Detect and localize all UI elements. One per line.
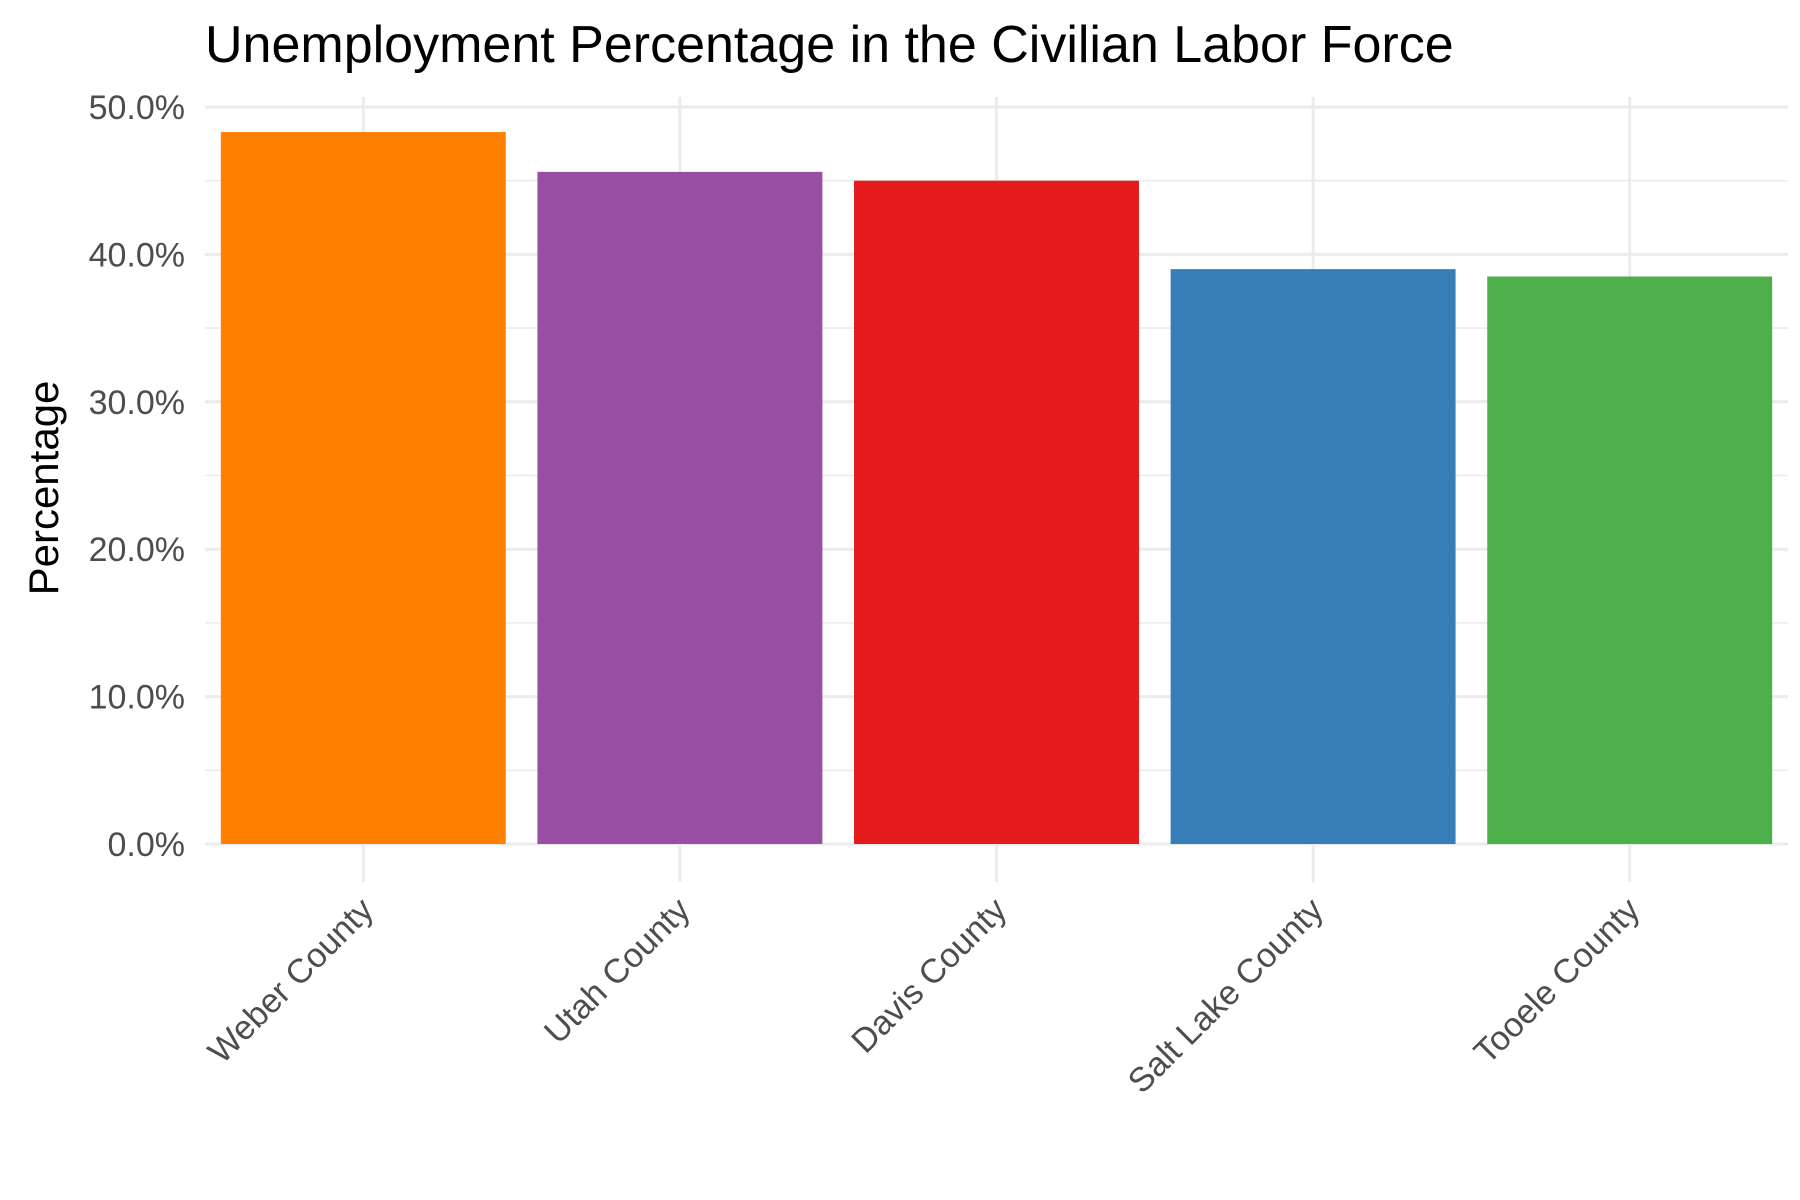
x-tick-label: Utah County bbox=[537, 891, 698, 1052]
bar-tooele-county bbox=[1487, 276, 1773, 844]
y-tick-label: 40.0% bbox=[89, 236, 185, 274]
x-tick-label: Tooele County bbox=[1467, 891, 1648, 1072]
x-tick-label: Davis County bbox=[844, 891, 1014, 1061]
y-tick-label: 10.0% bbox=[89, 679, 185, 717]
y-axis-ticks: 0.0% 10.0% 20.0% 30.0% 40.0% 50.0% bbox=[89, 89, 185, 864]
x-axis-ticks: Weber County Utah County Davis County Salt … bbox=[201, 891, 1648, 1101]
bar-weber-county bbox=[220, 132, 506, 845]
x-tick-label: Weber County bbox=[201, 891, 381, 1071]
y-axis-label: Percentage bbox=[20, 381, 67, 596]
y-tick-label: 50.0% bbox=[89, 89, 185, 127]
bar-salt-lake-county bbox=[1170, 269, 1456, 844]
bar-utah-county bbox=[537, 171, 823, 844]
x-tick-label: Salt Lake County bbox=[1121, 891, 1331, 1101]
bar-davis-county bbox=[854, 180, 1139, 844]
y-tick-label: 20.0% bbox=[89, 531, 185, 569]
y-tick-label: 30.0% bbox=[89, 384, 185, 422]
y-tick-label: 0.0% bbox=[108, 826, 186, 864]
chart-title: Unemployment Percentage in the Civilian … bbox=[205, 16, 1454, 74]
bars bbox=[220, 132, 1773, 845]
